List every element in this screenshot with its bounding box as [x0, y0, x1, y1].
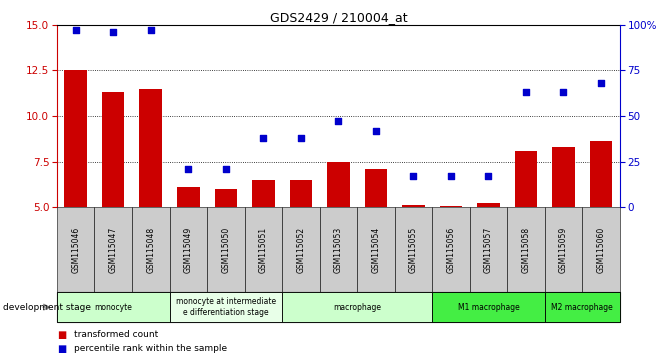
- Point: [108, 29, 119, 35]
- Text: GSM115056: GSM115056: [446, 227, 456, 273]
- Point: [258, 135, 269, 141]
- Text: GSM115053: GSM115053: [334, 227, 343, 273]
- Text: ■: ■: [57, 330, 66, 339]
- Point: [483, 173, 494, 179]
- Point: [183, 166, 194, 172]
- Point: [70, 27, 81, 33]
- Text: monocyte at intermediate
e differentiation stage: monocyte at intermediate e differentiati…: [176, 297, 276, 317]
- Bar: [395, 207, 432, 292]
- Text: GSM115047: GSM115047: [109, 227, 118, 273]
- Text: GSM115054: GSM115054: [371, 227, 381, 273]
- Point: [596, 80, 606, 86]
- Bar: [552, 147, 575, 207]
- Bar: [402, 205, 425, 207]
- Point: [558, 90, 569, 95]
- Text: M2 macrophage: M2 macrophage: [551, 303, 613, 312]
- Text: GSM115059: GSM115059: [559, 227, 568, 273]
- Bar: [132, 207, 170, 292]
- Bar: [477, 204, 500, 207]
- Bar: [545, 207, 582, 292]
- Text: macrophage: macrophage: [333, 303, 381, 312]
- Bar: [320, 207, 357, 292]
- Bar: [432, 292, 545, 322]
- Bar: [170, 207, 207, 292]
- Bar: [289, 180, 312, 207]
- Text: GSM115060: GSM115060: [596, 227, 606, 273]
- Bar: [64, 70, 87, 207]
- Text: GSM115046: GSM115046: [71, 227, 80, 273]
- Bar: [364, 169, 387, 207]
- Text: percentile rank within the sample: percentile rank within the sample: [74, 344, 227, 353]
- Bar: [327, 161, 350, 207]
- Title: GDS2429 / 210004_at: GDS2429 / 210004_at: [269, 11, 407, 24]
- Point: [521, 90, 531, 95]
- Text: GSM115058: GSM115058: [521, 227, 531, 273]
- Text: GSM115049: GSM115049: [184, 227, 193, 273]
- Point: [220, 166, 231, 172]
- Bar: [177, 187, 200, 207]
- Bar: [207, 207, 245, 292]
- Bar: [282, 292, 432, 322]
- Bar: [252, 180, 275, 207]
- Text: GSM115057: GSM115057: [484, 227, 493, 273]
- Bar: [545, 292, 620, 322]
- Bar: [245, 207, 282, 292]
- Point: [145, 27, 156, 33]
- Text: monocyte: monocyte: [94, 303, 132, 312]
- Point: [446, 173, 456, 179]
- Bar: [590, 142, 612, 207]
- Bar: [139, 88, 162, 207]
- Bar: [507, 207, 545, 292]
- Point: [295, 135, 306, 141]
- Bar: [357, 207, 395, 292]
- Bar: [57, 207, 94, 292]
- Bar: [432, 207, 470, 292]
- Point: [408, 173, 419, 179]
- Text: transformed count: transformed count: [74, 330, 158, 339]
- Point: [371, 128, 381, 133]
- Bar: [282, 207, 320, 292]
- Text: GSM115050: GSM115050: [221, 227, 230, 273]
- Bar: [470, 207, 507, 292]
- Bar: [582, 207, 620, 292]
- Bar: [94, 207, 132, 292]
- Text: GSM115052: GSM115052: [296, 227, 306, 273]
- Point: [333, 119, 344, 124]
- Bar: [102, 92, 125, 207]
- Bar: [214, 189, 237, 207]
- Text: M1 macrophage: M1 macrophage: [458, 303, 519, 312]
- Bar: [57, 292, 170, 322]
- Text: GSM115055: GSM115055: [409, 227, 418, 273]
- Text: development stage: development stage: [3, 303, 91, 312]
- Bar: [515, 150, 537, 207]
- Text: GSM115051: GSM115051: [259, 227, 268, 273]
- Bar: [440, 206, 462, 207]
- Bar: [170, 292, 282, 322]
- Text: GSM115048: GSM115048: [146, 227, 155, 273]
- Text: ■: ■: [57, 344, 66, 354]
